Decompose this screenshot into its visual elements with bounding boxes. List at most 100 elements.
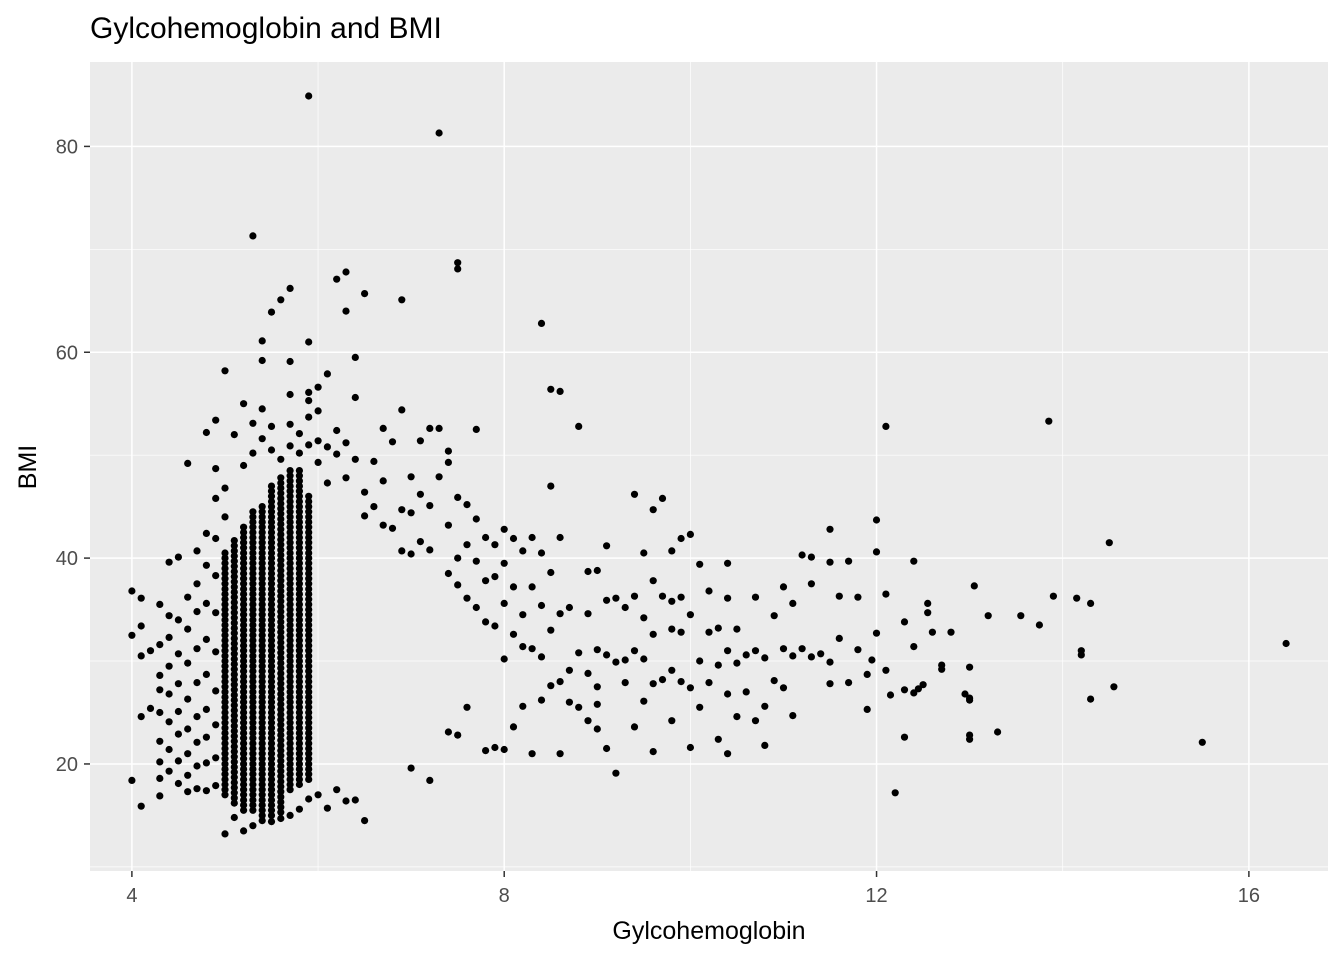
data-point [407, 473, 415, 481]
data-point [938, 665, 946, 673]
data-point [258, 575, 266, 583]
data-point [286, 508, 294, 516]
data-point [649, 506, 657, 514]
data-point [240, 755, 248, 763]
data-point [258, 806, 266, 814]
data-point [249, 672, 257, 681]
data-point [658, 676, 667, 684]
data-point [286, 652, 294, 660]
data-point [156, 737, 164, 745]
data-point [751, 717, 760, 725]
data-point [156, 708, 164, 717]
data-point [649, 748, 657, 756]
data-point [500, 559, 508, 567]
data-point [686, 684, 695, 692]
data-point [258, 539, 266, 547]
data-point [249, 616, 257, 624]
data-point [286, 554, 294, 562]
y-tick-label: 60 [56, 342, 78, 364]
data-point [286, 590, 294, 598]
data-point [295, 533, 303, 542]
data-point [277, 814, 285, 823]
data-point [910, 643, 918, 651]
data-point [640, 549, 648, 557]
data-point [258, 780, 266, 789]
data-point [286, 719, 294, 727]
data-point [914, 685, 923, 693]
data-point [295, 508, 303, 516]
data-point [230, 799, 238, 807]
data-point [212, 754, 220, 762]
data-point [426, 424, 434, 432]
data-point [258, 549, 266, 557]
data-point [193, 785, 201, 793]
data-point [277, 659, 285, 667]
data-point [333, 786, 341, 794]
data-point [416, 538, 424, 546]
data-point [258, 688, 266, 696]
data-point [286, 770, 294, 778]
data-point [221, 626, 229, 634]
data-point [249, 528, 257, 537]
data-point [649, 680, 657, 688]
data-point [482, 618, 490, 626]
data-point [286, 477, 294, 485]
data-point [258, 775, 266, 784]
data-point [286, 734, 294, 742]
data-point [258, 611, 266, 619]
data-point [249, 786, 257, 794]
data-point [240, 698, 248, 706]
data-point [751, 593, 760, 601]
data-point [137, 652, 145, 660]
data-point [137, 713, 145, 721]
data-point [537, 653, 546, 661]
data-point [286, 523, 294, 531]
data-point [249, 780, 257, 789]
data-point [221, 780, 229, 789]
data-point [240, 827, 248, 835]
data-point [286, 631, 294, 639]
data-point [947, 628, 955, 636]
data-point [454, 554, 462, 562]
data-point [212, 465, 220, 473]
data-point [295, 580, 303, 588]
data-point [863, 670, 871, 679]
data-point [230, 737, 238, 745]
data-point [472, 425, 480, 433]
data-point [249, 796, 257, 804]
data-point [305, 518, 313, 526]
data-point [221, 775, 229, 784]
data-point [240, 801, 248, 809]
data-point [491, 541, 499, 549]
data-point [295, 523, 303, 531]
data-point [463, 501, 471, 509]
data-point [258, 657, 266, 665]
data-point [156, 792, 164, 800]
data-point [286, 678, 294, 686]
chart-title: Gylcohemoglobin and BMI [90, 12, 442, 45]
data-point [295, 513, 303, 521]
data-point [807, 653, 816, 661]
data-point [323, 804, 331, 812]
data-point [258, 817, 266, 825]
data-point [658, 494, 667, 502]
data-point [230, 706, 238, 715]
data-point [491, 622, 499, 630]
data-point [295, 487, 303, 495]
data-point [221, 719, 229, 727]
data-point [267, 585, 276, 593]
data-point [286, 750, 294, 758]
data-point [593, 725, 601, 733]
data-point [305, 724, 313, 732]
data-point [221, 688, 229, 696]
data-point [305, 533, 313, 542]
data-point [733, 713, 741, 721]
data-point [277, 736, 285, 744]
data-point [286, 775, 294, 784]
data-point [295, 760, 303, 768]
data-point [267, 513, 276, 521]
plot-panel [90, 62, 1328, 871]
data-point [286, 442, 294, 450]
data-point [295, 621, 303, 629]
data-point [593, 683, 601, 691]
